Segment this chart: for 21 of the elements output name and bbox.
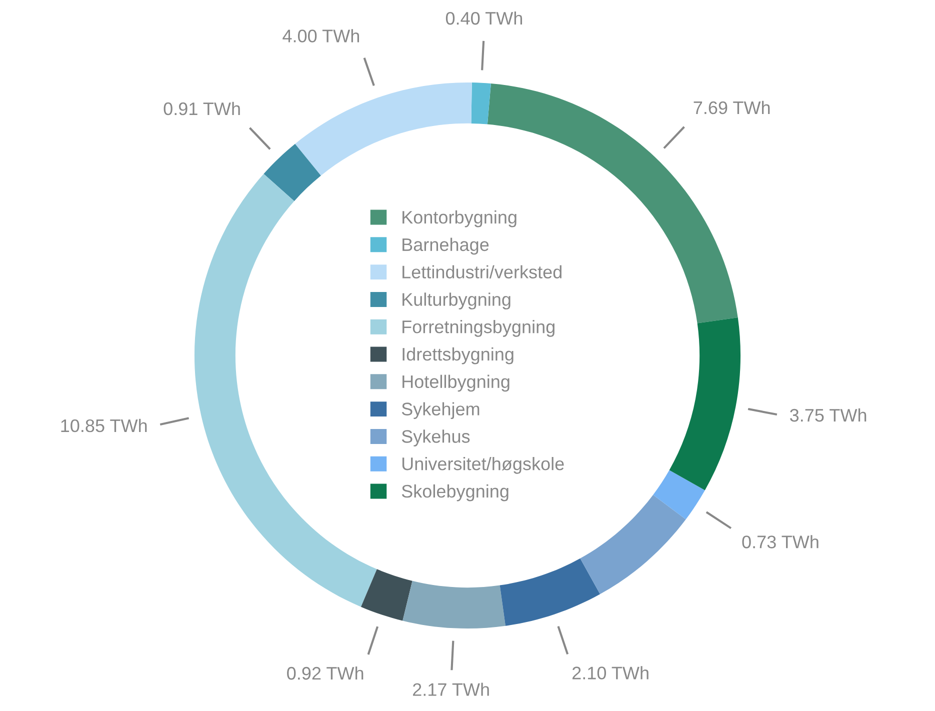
legend-label: Idrettsbygning <box>402 347 514 364</box>
data-label: 0.40 TWh <box>446 11 522 25</box>
data-label: 0.91 TWh <box>164 102 240 116</box>
legend-label: Barnehage <box>402 238 489 255</box>
legend-label: Lettindustri/verksted <box>402 265 562 278</box>
data-label: 3.75 TWh <box>790 408 866 422</box>
data-label: 2.10 TWh <box>572 666 648 680</box>
legend-label: Universitet/høgskole <box>402 457 564 474</box>
legend-label: Kontorbygning <box>402 210 516 228</box>
data-label: 0.92 TWh <box>287 666 364 680</box>
data-label: 2.17 TWh <box>413 682 489 696</box>
legend-label: Forretningsbygning <box>402 320 554 337</box>
legend-label: Sykehjem <box>402 402 480 420</box>
legend-label: Sykehus <box>402 430 470 446</box>
data-label: 10.85 TWh <box>61 418 147 432</box>
legend-label: Skolebygning <box>402 484 508 502</box>
legend-label: Kulturbygning <box>402 292 510 310</box>
data-label: 7.69 TWh <box>694 100 770 114</box>
legend-label: Hotellbygning <box>402 374 510 392</box>
data-label: 4.00 TWh <box>282 29 359 42</box>
data-label: 0.73 TWh <box>742 535 818 548</box>
